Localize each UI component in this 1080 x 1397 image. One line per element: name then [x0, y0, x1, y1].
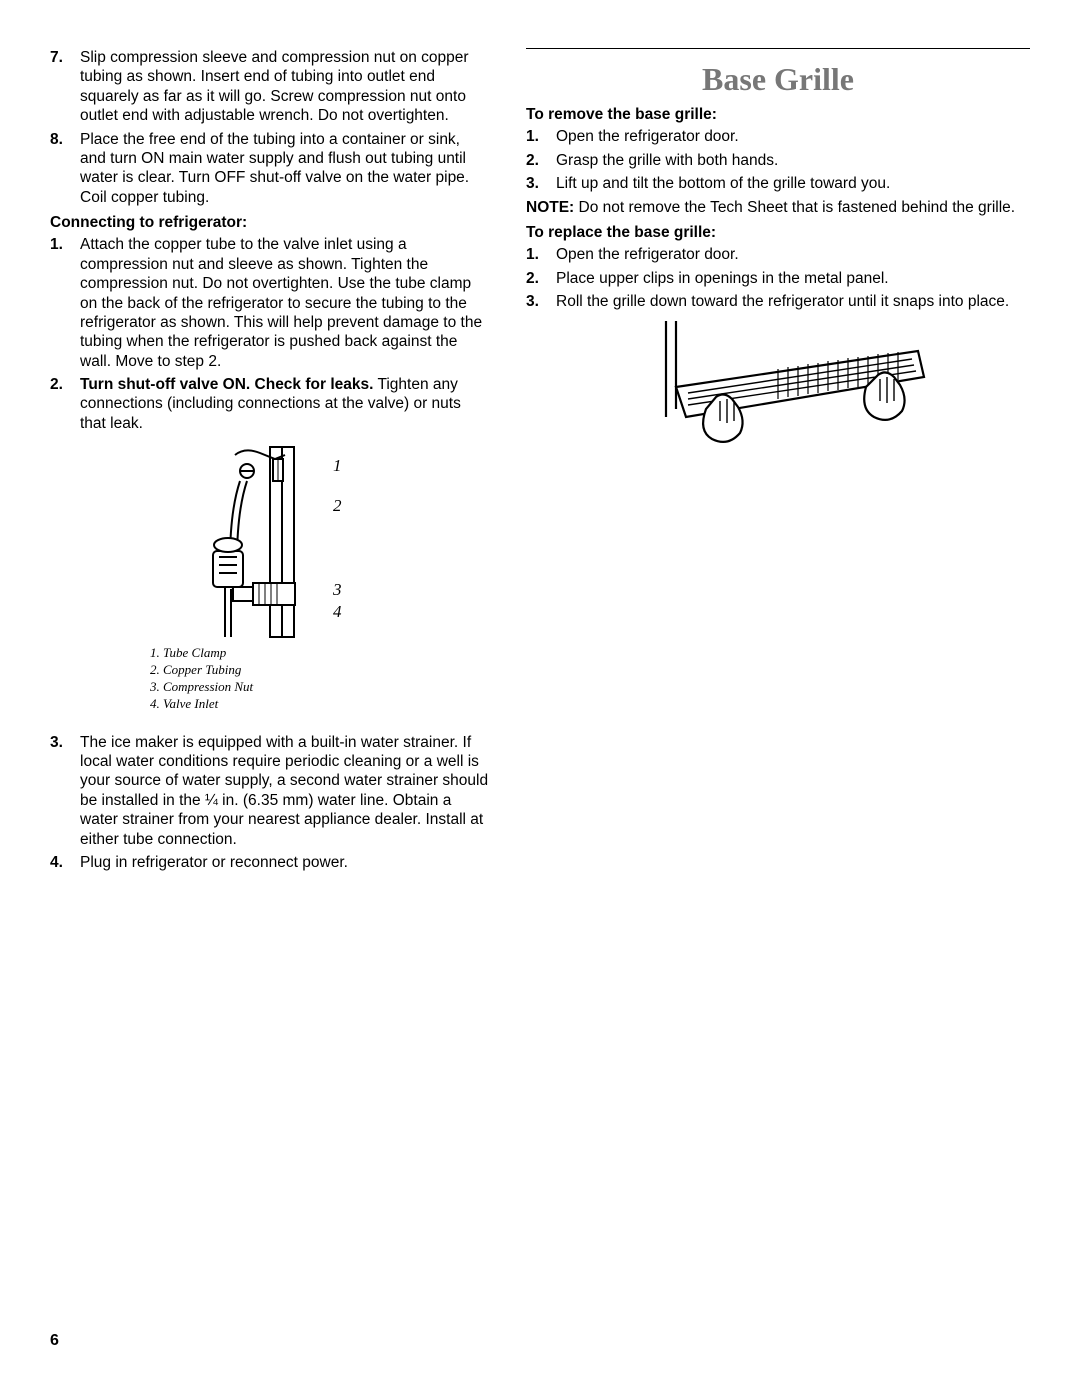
list-item: 1. Open the refrigerator door.	[552, 127, 1030, 146]
item-bold: Turn shut-off valve ON. Check for leaks.	[80, 376, 373, 393]
callout-4: 4	[333, 601, 342, 622]
item-text: Grasp the grille with both hands.	[556, 152, 778, 169]
item-number: 2.	[526, 151, 550, 170]
figure-legend: 1. Tube Clamp 2. Copper Tubing 3. Compre…	[150, 645, 490, 713]
list-item: 3. The ice maker is equipped with a buil…	[76, 733, 490, 849]
item-number: 1.	[526, 245, 550, 264]
note-label: NOTE:	[526, 199, 574, 216]
item-number: 2.	[526, 269, 550, 288]
list-item: 1. Open the refrigerator door.	[552, 245, 1030, 264]
item-text: Attach the copper tube to the valve inle…	[80, 236, 482, 369]
figure-grille	[526, 321, 1030, 451]
list-item: 3. Roll the grille down toward the refri…	[552, 292, 1030, 311]
item-text: Place the free end of the tubing into a …	[80, 131, 469, 206]
page: 7. Slip compression sleeve and compressi…	[0, 0, 1080, 876]
list-top: 7. Slip compression sleeve and compressi…	[50, 48, 490, 207]
item-number: 7.	[50, 48, 74, 67]
item-text: Slip compression sleeve and compression …	[80, 49, 469, 124]
item-number: 3.	[526, 292, 550, 311]
item-number: 3.	[526, 174, 550, 193]
note-text: Do not remove the Tech Sheet that is fas…	[574, 199, 1015, 216]
item-number: 1.	[50, 235, 74, 254]
section-title: Base Grille	[526, 59, 1030, 99]
figure-container: 1 2 3 4	[175, 441, 365, 641]
list-item: 3. Lift up and tilt the bottom of the gr…	[552, 174, 1030, 193]
item-text: Lift up and tilt the bottom of the grill…	[556, 175, 890, 192]
subheading-remove: To remove the base grille:	[526, 105, 1030, 124]
list-item: 7. Slip compression sleeve and compressi…	[76, 48, 490, 126]
callout-1: 1	[333, 455, 342, 476]
callout-2: 2	[333, 495, 342, 516]
item-number: 2.	[50, 375, 74, 394]
item-text: Roll the grille down toward the refriger…	[556, 293, 1009, 310]
list-replace: 1. Open the refrigerator door. 2. Place …	[526, 245, 1030, 311]
subheading-connecting: Connecting to refrigerator:	[50, 213, 490, 232]
item-text: The ice maker is equipped with a built-i…	[80, 734, 488, 848]
list-item: 4. Plug in refrigerator or reconnect pow…	[76, 853, 490, 872]
section-title-wrap: Base Grille	[526, 59, 1030, 99]
list-item: 1. Attach the copper tube to the valve i…	[76, 235, 490, 371]
legend-line: 3. Compression Nut	[150, 679, 490, 696]
list-item: 2. Turn shut-off valve ON. Check for lea…	[76, 375, 490, 433]
legend-line: 4. Valve Inlet	[150, 696, 490, 713]
list-bottom: 3. The ice maker is equipped with a buil…	[50, 733, 490, 873]
item-text: Plug in refrigerator or reconnect power.	[80, 854, 348, 871]
legend-line: 2. Copper Tubing	[150, 662, 490, 679]
right-column: Base Grille To remove the base grille: 1…	[526, 48, 1030, 876]
left-column: 7. Slip compression sleeve and compressi…	[50, 48, 490, 876]
subheading-replace: To replace the base grille:	[526, 223, 1030, 242]
figure-valve: 1 2 3 4	[50, 441, 490, 641]
callout-3: 3	[333, 579, 342, 600]
item-number: 4.	[50, 853, 74, 872]
legend-line: 1. Tube Clamp	[150, 645, 490, 662]
page-number: 6	[50, 1331, 59, 1351]
item-number: 3.	[50, 733, 74, 752]
item-text: Place upper clips in openings in the met…	[556, 270, 889, 287]
list-connect: 1. Attach the copper tube to the valve i…	[50, 235, 490, 433]
list-item: 2. Grasp the grille with both hands.	[552, 151, 1030, 170]
list-remove: 1. Open the refrigerator door. 2. Grasp …	[526, 127, 1030, 193]
note-line: NOTE: Do not remove the Tech Sheet that …	[526, 198, 1030, 217]
item-number: 1.	[526, 127, 550, 146]
item-text: Open the refrigerator door.	[556, 246, 739, 263]
grille-diagram-icon	[628, 321, 928, 451]
list-item: 2. Place upper clips in openings in the …	[552, 269, 1030, 288]
item-text: Open the refrigerator door.	[556, 128, 739, 145]
divider	[526, 48, 1030, 49]
item-number: 8.	[50, 130, 74, 149]
list-item: 8. Place the free end of the tubing into…	[76, 130, 490, 208]
